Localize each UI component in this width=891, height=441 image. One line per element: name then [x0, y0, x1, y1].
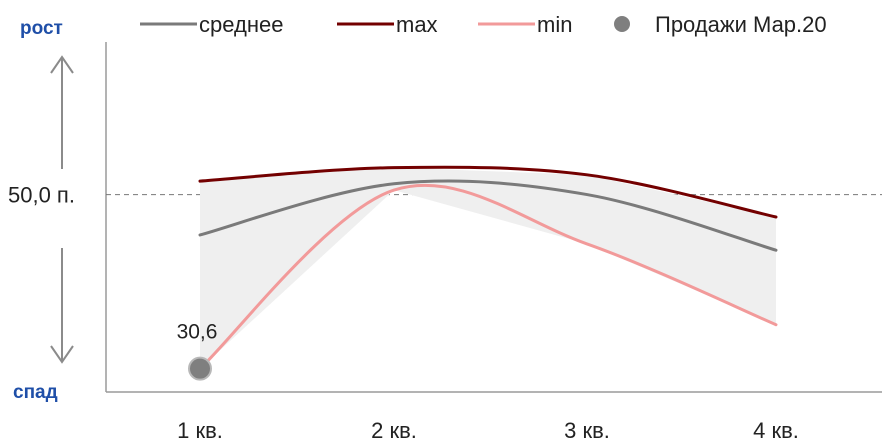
labels-layer: 1 кв. 2 кв. 3 кв. 4 кв. 30,6 — [177, 321, 799, 441]
legend-series-srednee: среднее — [140, 12, 283, 37]
legend-series-sales-label: Продажи Мар.20 — [655, 12, 827, 37]
legend-series-max-label: max — [396, 12, 438, 37]
points-layer — [188, 356, 212, 381]
legend: среднее max min Продажи Мар.20 — [140, 12, 827, 37]
y-axis-bottom-label: спад — [13, 382, 58, 403]
min-max-band — [200, 167, 776, 369]
legend-series-sales-swatch — [614, 16, 630, 32]
series-layer — [198, 165, 778, 371]
x-tick-label-2: 2 кв. — [371, 418, 417, 441]
sales-point-mar20 — [188, 356, 212, 381]
down-arrow-head — [50, 345, 74, 364]
legend-series-min: min — [478, 12, 572, 37]
y-axis-top-label: рост — [20, 18, 63, 39]
reference-line-label: 50,0 п. — [8, 183, 75, 208]
series-line-min — [198, 183, 778, 371]
legend-series-max: max — [337, 12, 438, 37]
band-layer — [200, 167, 776, 369]
up-arrow-head — [50, 55, 74, 74]
legend-series-sales: Продажи Мар.20 — [614, 12, 827, 37]
x-tick-label-4: 4 кв. — [753, 418, 799, 441]
legend-series-min-label: min — [537, 12, 572, 37]
series-line-max — [198, 165, 778, 219]
series-line-srednee — [198, 179, 778, 252]
legend-series-srednee-label: среднее — [199, 12, 283, 37]
sales-point-label: 30,6 — [177, 321, 218, 344]
x-tick-label-3: 3 кв. — [564, 418, 610, 441]
x-tick-label-1: 1 кв. — [177, 418, 223, 441]
